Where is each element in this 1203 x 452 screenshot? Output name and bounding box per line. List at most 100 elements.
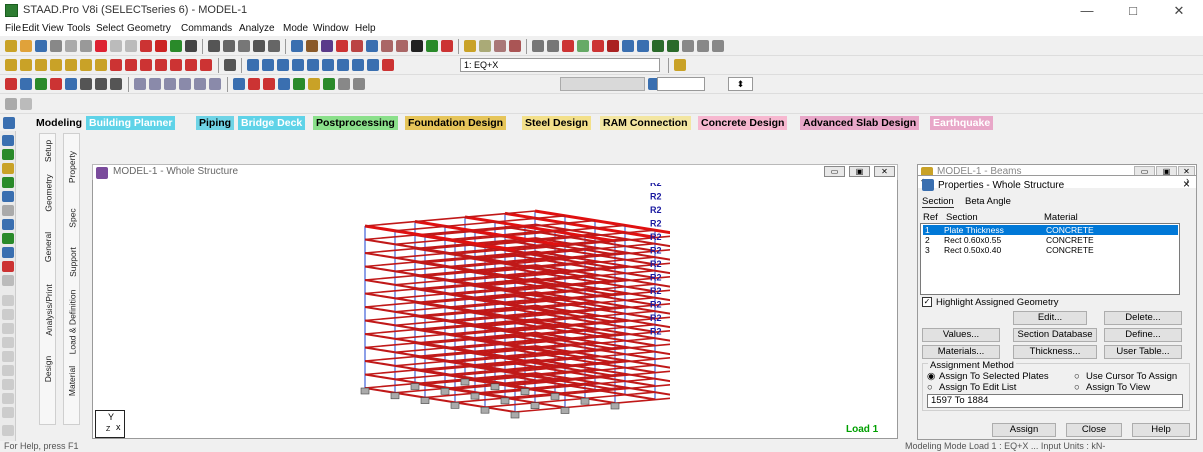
menu-file[interactable]: File bbox=[5, 23, 22, 34]
minimize-button[interactable]: — bbox=[1080, 3, 1094, 18]
select-geometry-icon[interactable] bbox=[80, 59, 92, 71]
report-icon[interactable] bbox=[223, 40, 235, 52]
define-button[interactable]: Define... bbox=[1104, 328, 1182, 342]
maximize-button[interactable]: □ bbox=[1129, 3, 1137, 18]
select-beams-icon[interactable] bbox=[20, 59, 32, 71]
scroll-right-icon[interactable]: › bbox=[1186, 175, 1189, 185]
view-icon[interactable] bbox=[291, 40, 303, 52]
plate-icon[interactable] bbox=[667, 40, 679, 52]
add-node-icon[interactable] bbox=[2, 261, 14, 272]
spin-right-icon[interactable] bbox=[185, 59, 197, 71]
zoom-all-icon[interactable] bbox=[307, 59, 319, 71]
cad-icon[interactable] bbox=[321, 40, 333, 52]
tab-modeling[interactable]: Modeling bbox=[33, 116, 86, 130]
menu-view[interactable]: View bbox=[42, 23, 64, 34]
add-plate-icon[interactable] bbox=[50, 78, 62, 90]
zoom-window-icon[interactable] bbox=[277, 59, 289, 71]
group-select-icon[interactable] bbox=[20, 98, 32, 110]
snap-node-icon[interactable] bbox=[2, 233, 14, 244]
cross-icon[interactable] bbox=[441, 40, 453, 52]
display-icon[interactable] bbox=[224, 59, 236, 71]
beam-select-icon[interactable] bbox=[592, 40, 604, 52]
delete-icon[interactable] bbox=[95, 40, 107, 52]
radio-cursor[interactable]: ○ bbox=[1074, 371, 1080, 382]
pan-down-icon[interactable] bbox=[125, 59, 137, 71]
label-loads-icon[interactable] bbox=[293, 78, 305, 90]
connect-icon[interactable] bbox=[80, 78, 92, 90]
intersect-icon[interactable] bbox=[95, 78, 107, 90]
table-icon[interactable] bbox=[547, 40, 559, 52]
zoom-previous-icon[interactable] bbox=[322, 59, 334, 71]
node-icon[interactable] bbox=[381, 40, 393, 52]
menu-edit[interactable]: Edit bbox=[22, 23, 40, 34]
copy-icon[interactable] bbox=[80, 40, 92, 52]
misc-icon[interactable] bbox=[682, 40, 694, 52]
export-icon[interactable] bbox=[268, 40, 280, 52]
tab-earthquake[interactable]: Earthquake bbox=[930, 116, 994, 130]
properties-close-button[interactable]: × bbox=[1183, 177, 1191, 191]
view-3d-icon[interactable] bbox=[2, 365, 14, 376]
mesh-icon[interactable] bbox=[110, 78, 122, 90]
add-beam-icon[interactable] bbox=[35, 78, 47, 90]
tab-building-planner[interactable]: Building Planner bbox=[86, 116, 176, 130]
tab-geometry[interactable]: Geometry bbox=[43, 174, 54, 212]
node-cursor-icon[interactable] bbox=[2, 149, 14, 160]
highlight-checkbox[interactable]: ✓ bbox=[922, 297, 932, 307]
plate-cursor-icon[interactable] bbox=[2, 177, 14, 188]
spin-control[interactable]: ⬍ bbox=[728, 77, 753, 91]
surface-cursor-icon[interactable] bbox=[2, 205, 14, 216]
zoom-in-icon[interactable] bbox=[247, 59, 259, 71]
undo-icon[interactable] bbox=[110, 40, 122, 52]
pan-right-icon[interactable] bbox=[155, 59, 167, 71]
tab-section[interactable]: Section bbox=[922, 196, 954, 208]
zoom-selection-icon[interactable] bbox=[352, 59, 364, 71]
marker-icon[interactable] bbox=[607, 40, 619, 52]
structure-model[interactable]: R2 R2 R2 R2 R2 R2 R2 R2 R2 R2 R2 R2 bbox=[350, 183, 670, 423]
close-panel-button[interactable]: Close bbox=[1066, 423, 1122, 437]
window-cascade-icon[interactable] bbox=[712, 40, 724, 52]
link-icon[interactable] bbox=[562, 40, 574, 52]
zoom-out-icon[interactable] bbox=[262, 59, 274, 71]
radio-view[interactable]: ○ bbox=[1074, 382, 1080, 393]
dimension-icon[interactable] bbox=[336, 40, 348, 52]
solid-cursor-icon[interactable] bbox=[2, 191, 14, 202]
tab-general[interactable]: General bbox=[43, 231, 54, 263]
beam-icon[interactable] bbox=[396, 40, 408, 52]
view-front-icon[interactable] bbox=[2, 295, 14, 306]
label-properties-icon[interactable] bbox=[308, 78, 320, 90]
new-file-icon[interactable] bbox=[5, 40, 17, 52]
delete-button[interactable]: Delete... bbox=[1104, 311, 1182, 325]
scale-icon[interactable] bbox=[509, 40, 521, 52]
tab-design[interactable]: Design bbox=[43, 355, 54, 383]
value-field[interactable] bbox=[657, 77, 705, 91]
camera-icon[interactable] bbox=[253, 40, 265, 52]
building-icon[interactable] bbox=[306, 40, 318, 52]
pointer-icon[interactable] bbox=[2, 135, 14, 146]
zoom-extents-icon[interactable] bbox=[337, 59, 349, 71]
tab-ram-connection[interactable]: RAM Connection bbox=[600, 116, 691, 130]
mirror-icon[interactable] bbox=[494, 40, 506, 52]
tab-load-definition[interactable]: Load & Definition bbox=[67, 289, 78, 355]
menu-select[interactable]: Select bbox=[96, 23, 124, 34]
renumber-icon[interactable] bbox=[194, 78, 206, 90]
filter-select[interactable] bbox=[560, 77, 645, 91]
label-axes-icon[interactable] bbox=[353, 78, 365, 90]
label-nodes-icon[interactable] bbox=[233, 78, 245, 90]
help-button[interactable]: Help bbox=[1132, 423, 1190, 437]
print-preview-icon[interactable] bbox=[208, 40, 220, 52]
menu-help[interactable]: Help bbox=[355, 23, 376, 34]
structure-wizard-icon[interactable] bbox=[5, 78, 17, 90]
save-icon[interactable] bbox=[35, 40, 47, 52]
edit-button[interactable]: Edit... bbox=[1013, 311, 1087, 325]
select-solids-icon[interactable] bbox=[50, 59, 62, 71]
viewport-restore-button[interactable]: ▣ bbox=[849, 166, 870, 177]
view-misc-icon[interactable] bbox=[2, 407, 14, 418]
rotate-view-icon[interactable] bbox=[200, 59, 212, 71]
help-icon[interactable] bbox=[674, 59, 686, 71]
section-row[interactable]: 1 Plate Thickness CONCRETE bbox=[923, 225, 1178, 235]
section-list[interactable]: 1 Plate Thickness CONCRETE 2 Rect 0.60x0… bbox=[920, 223, 1180, 295]
question-icon[interactable] bbox=[411, 40, 423, 52]
rotate-icon[interactable] bbox=[479, 40, 491, 52]
tab-postprocessing[interactable]: Postprocessing bbox=[313, 116, 398, 130]
label-beams-icon[interactable] bbox=[248, 78, 260, 90]
